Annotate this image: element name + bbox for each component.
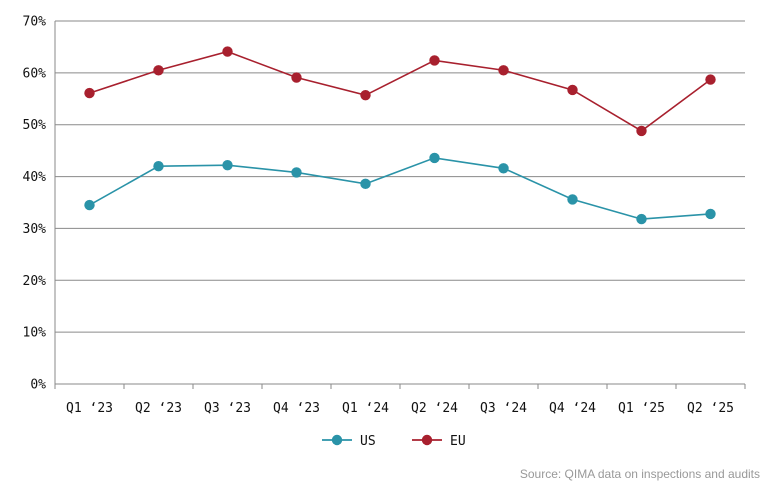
data-point-eu bbox=[360, 89, 371, 101]
source-note: Source: QIMA data on inspections and aud… bbox=[520, 467, 760, 481]
data-point-us bbox=[84, 199, 95, 211]
y-tick-label: 70% bbox=[23, 15, 47, 30]
y-tick-label: 10% bbox=[23, 326, 47, 341]
y-tick-labels: 0% 10% 20% 30% 40% 50% 60% 70% bbox=[23, 15, 47, 393]
data-point-us bbox=[429, 152, 440, 164]
legend-label-eu: EU bbox=[450, 434, 466, 449]
data-point-eu bbox=[636, 125, 647, 137]
x-tick-label: Q1 ‘23 bbox=[66, 401, 113, 416]
y-tick-label: 30% bbox=[23, 222, 47, 237]
data-point-us bbox=[498, 163, 509, 174]
data-point-eu bbox=[498, 65, 509, 76]
y-tick-label: 40% bbox=[23, 170, 47, 185]
x-tick-label: Q2 ‘25 bbox=[687, 401, 734, 416]
data-point-us bbox=[291, 167, 302, 178]
x-tick-label: Q2 ‘23 bbox=[135, 401, 182, 416]
data-point-eu bbox=[222, 46, 233, 57]
x-tick-label: Q1 ‘24 bbox=[342, 401, 389, 416]
y-tick-label: 60% bbox=[23, 66, 47, 81]
data-point-us bbox=[636, 213, 647, 225]
gridlines bbox=[55, 20, 745, 333]
x-tick-labels: Q1 ‘23 Q2 ‘23 Q3 ‘23 Q4 ‘23 Q1 ‘24 Q2 ‘24 Q3 ‘… bbox=[66, 401, 734, 416]
series-line-eu bbox=[89, 50, 711, 132]
legend-label-us: US bbox=[360, 434, 376, 449]
x-tick-label: Q2 ‘24 bbox=[411, 401, 458, 416]
y-tick-label: 20% bbox=[23, 274, 47, 289]
data-point-eu bbox=[567, 84, 578, 96]
data-point-eu bbox=[153, 65, 164, 76]
legend-marker-us bbox=[331, 434, 343, 446]
x-tick-label: Q3 ‘23 bbox=[204, 401, 251, 416]
legend: US EU bbox=[322, 434, 466, 449]
data-point-eu bbox=[705, 74, 716, 85]
data-point-us bbox=[153, 161, 164, 172]
y-tick-label: 50% bbox=[23, 118, 47, 133]
legend-marker-eu bbox=[421, 434, 433, 446]
y-tick-label: 0% bbox=[30, 378, 46, 393]
series bbox=[84, 46, 716, 225]
axes bbox=[54, 21, 746, 389]
x-tick-label: Q4 ‘23 bbox=[273, 401, 320, 416]
data-point-eu bbox=[291, 72, 302, 83]
data-point-us bbox=[567, 194, 578, 205]
data-point-us bbox=[705, 208, 716, 220]
x-tick-label: Q4 ‘24 bbox=[549, 401, 596, 416]
x-tick-label: Q1 ‘25 bbox=[618, 401, 665, 416]
data-point-us bbox=[360, 178, 371, 190]
series-line-us bbox=[89, 157, 711, 220]
data-point-eu bbox=[84, 87, 95, 99]
x-tick-label: Q3 ‘24 bbox=[480, 401, 527, 416]
data-point-eu bbox=[429, 55, 440, 66]
data-point-us bbox=[222, 159, 233, 171]
